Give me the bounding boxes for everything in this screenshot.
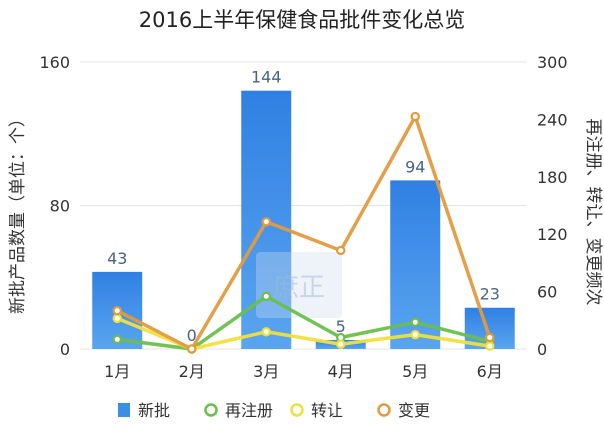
x-tick-label: 6月 [477, 362, 503, 381]
y2-tick-label: 240 [537, 110, 568, 129]
legend-label: 再注册 [225, 401, 273, 420]
series-point [187, 344, 197, 354]
series-line [115, 114, 492, 351]
legend-label: 新批 [138, 401, 170, 420]
bar-data-label: 43 [107, 249, 127, 268]
y2-tick-label: 60 [537, 283, 557, 302]
y-tick-label: 80 [50, 197, 70, 216]
y-tick-label: 0 [60, 340, 70, 359]
series-point [336, 339, 346, 349]
legend-swatch [204, 403, 218, 417]
legend-swatch [377, 403, 391, 417]
series-point [410, 111, 420, 122]
series-point [261, 217, 271, 227]
series-point [261, 327, 271, 337]
legend-label: 转让 [311, 401, 343, 420]
series-point [410, 317, 420, 327]
x-tick-label: 4月 [328, 362, 354, 381]
series-point [261, 291, 271, 302]
bar-data-label: 0 [187, 326, 197, 345]
x-axis-ticks: 1月 2月 3月 4月 5月 6月 [104, 362, 503, 381]
y-axis-ticks: 0 80 160 [39, 53, 70, 359]
x-tick-label: 2月 [179, 362, 205, 381]
y2-tick-label: 180 [537, 168, 568, 187]
bar-data-label: 94 [405, 157, 425, 176]
series-point [410, 329, 420, 340]
series-point [336, 245, 346, 256]
bar-data-labels: 43 0 144 5 94 23 [107, 68, 500, 345]
gridlines [80, 61, 527, 350]
legend-swatch [118, 403, 130, 417]
y2-axis-ticks: 0 60 120 180 240 300 [537, 53, 568, 359]
y2-tick-label: 0 [537, 340, 547, 359]
chart-title: 2016上半年保健食品批件变化总览 [139, 8, 465, 32]
y2-tick-label: 120 [537, 225, 568, 244]
x-tick-label: 3月 [253, 362, 279, 381]
series-point [485, 332, 495, 343]
legend-swatch [290, 403, 304, 417]
y2-tick-label: 300 [537, 53, 568, 72]
y-axis-title: 新批产品数量（单位：个） [8, 110, 28, 314]
bar-data-label: 144 [251, 68, 282, 87]
legend: 新批 再注册 转让 变更 [118, 401, 430, 420]
series-line [115, 294, 492, 351]
watermark-text: 庶正 [273, 273, 325, 303]
series-point [112, 306, 122, 316]
series-point [112, 334, 122, 345]
y2-axis-title: 再注册、转让、变更频次 [583, 119, 603, 306]
series-point [112, 313, 122, 324]
series-point [485, 341, 495, 351]
y-tick-label: 160 [39, 53, 70, 72]
watermark-logo: 庶正 [256, 252, 342, 318]
legend-label: 变更 [398, 401, 430, 420]
x-tick-label: 5月 [402, 362, 428, 381]
x-tick-label: 1月 [104, 362, 130, 381]
bar-data-label: 23 [480, 285, 500, 304]
bar-data-label: 5 [336, 317, 346, 336]
line-series [112, 111, 495, 354]
